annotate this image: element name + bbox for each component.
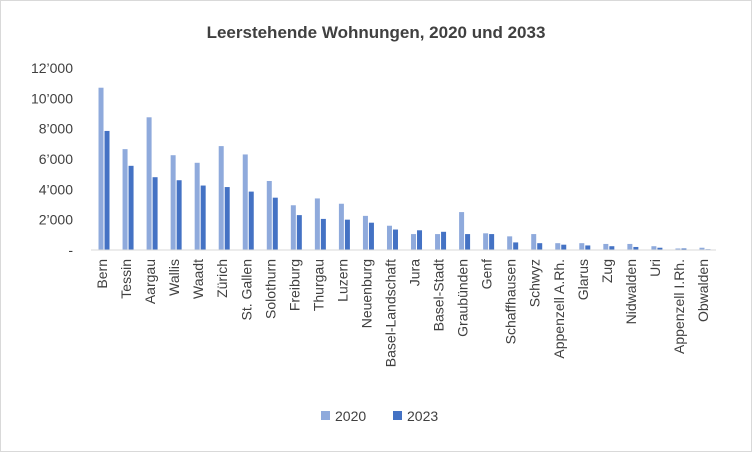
bar-2023	[224, 187, 230, 250]
x-tick-label: Aargau	[142, 259, 158, 304]
bar-2023	[272, 197, 278, 250]
bar-2023	[248, 191, 254, 250]
y-tick-label: 8’000	[39, 121, 73, 137]
x-tick-label: Graubünden	[455, 259, 471, 337]
bar-2020	[459, 212, 465, 250]
y-tick-label: 4’000	[39, 181, 73, 197]
x-tick-label: Appenzell A.Rh.	[551, 259, 567, 359]
x-axis: Bern Tessin Aargau Wallis Waadt Zürich St. Gal…	[94, 259, 711, 367]
x-tick-label: Appenzell I.Rh.	[671, 259, 687, 354]
bar-2023	[561, 244, 567, 250]
bar-2020	[699, 247, 705, 250]
x-tick-label: Basel-Stadt	[431, 259, 447, 331]
bar-2020	[338, 203, 344, 250]
bar-2020	[170, 155, 176, 250]
bar-2020	[435, 234, 441, 250]
bar-2023	[609, 246, 615, 250]
legend-label: 2023	[407, 408, 438, 424]
legend-swatch-2020	[321, 411, 330, 420]
y-tick-label: -	[68, 242, 73, 258]
bar-2023	[585, 245, 591, 250]
x-tick-label: Zug	[599, 259, 615, 283]
bar-2020	[122, 149, 128, 250]
bar-2020	[411, 234, 417, 250]
x-tick-label: Glarus	[575, 259, 591, 300]
bar-2020	[555, 243, 561, 250]
bar-2020	[290, 205, 296, 250]
bar-2023	[633, 246, 639, 250]
bar-2020	[675, 248, 681, 250]
bar-2023	[368, 222, 374, 250]
bar-2020	[579, 243, 585, 250]
bar-2023	[344, 219, 350, 250]
x-tick-label: Uri	[647, 259, 663, 277]
bar-2020	[98, 87, 104, 250]
bar-2023	[200, 185, 206, 250]
bar-2020	[266, 180, 272, 250]
chart-title: Leerstehende Wohnungen, 2020 und 2033	[207, 23, 546, 42]
bar-2020	[194, 162, 200, 250]
x-tick-label: Zürich	[214, 259, 230, 298]
legend: 2020 2023	[321, 408, 438, 424]
bar-2023	[489, 234, 495, 250]
bar-2023	[296, 215, 302, 250]
x-tick-label: Solothurn	[262, 259, 278, 319]
y-tick-label: 6’000	[39, 151, 73, 167]
x-tick-label: Bern	[94, 259, 110, 289]
bar-2023	[513, 242, 519, 250]
y-tick-label: 12’000	[31, 60, 73, 76]
bar-2020	[603, 243, 609, 250]
x-tick-label: Schaffhausen	[503, 259, 519, 344]
bar-2020	[314, 198, 320, 250]
bar-2020	[627, 243, 633, 250]
bar-2020	[242, 154, 248, 250]
bar-2020	[531, 234, 537, 250]
bar-2023	[392, 229, 398, 250]
bar-2020	[218, 146, 224, 250]
legend-label: 2020	[335, 408, 366, 424]
x-tick-label: Wallis	[166, 259, 182, 296]
legend-swatch-2023	[393, 411, 402, 420]
y-tick-label: 2’000	[39, 212, 73, 228]
bar-2020	[651, 246, 657, 250]
y-tick-label: 10’000	[31, 90, 73, 106]
bar-2020	[362, 215, 368, 250]
x-tick-label: St. Gallen	[238, 259, 254, 320]
y-axis: - 2’000 4’000 6’000 8’000 10’000 12’000	[31, 60, 73, 258]
bar-2023	[681, 248, 687, 250]
x-tick-label: Obwalden	[695, 259, 711, 322]
bar-2023	[320, 218, 326, 250]
bar-2023	[104, 130, 110, 250]
bar-2023	[176, 180, 182, 250]
bar-2023	[152, 177, 158, 250]
x-tick-label: Luzern	[334, 259, 350, 302]
bar-2023	[537, 243, 543, 250]
bar-2023	[657, 247, 663, 250]
x-tick-label: Nidwalden	[623, 259, 639, 324]
bar-2020	[146, 117, 152, 251]
bar-2023	[128, 165, 134, 250]
bar-2023	[441, 231, 447, 250]
x-tick-label: Schwyz	[527, 259, 543, 307]
bar-2020	[507, 236, 513, 250]
x-tick-label: Jura	[407, 259, 423, 286]
x-tick-label: Waadt	[190, 259, 206, 299]
bar-2020	[483, 233, 489, 250]
bar-2023	[465, 234, 471, 250]
x-tick-label: Neuenburg	[358, 259, 374, 328]
bar-series	[98, 87, 711, 251]
x-tick-label: Basel-Landschaft	[382, 259, 398, 367]
x-tick-label: Tessin	[118, 259, 134, 299]
x-tick-label: Thurgau	[310, 259, 326, 311]
x-tick-label: Freiburg	[286, 259, 302, 311]
bar-2023	[417, 230, 423, 250]
bar-2020	[386, 225, 392, 250]
x-tick-label: Genf	[479, 259, 495, 289]
